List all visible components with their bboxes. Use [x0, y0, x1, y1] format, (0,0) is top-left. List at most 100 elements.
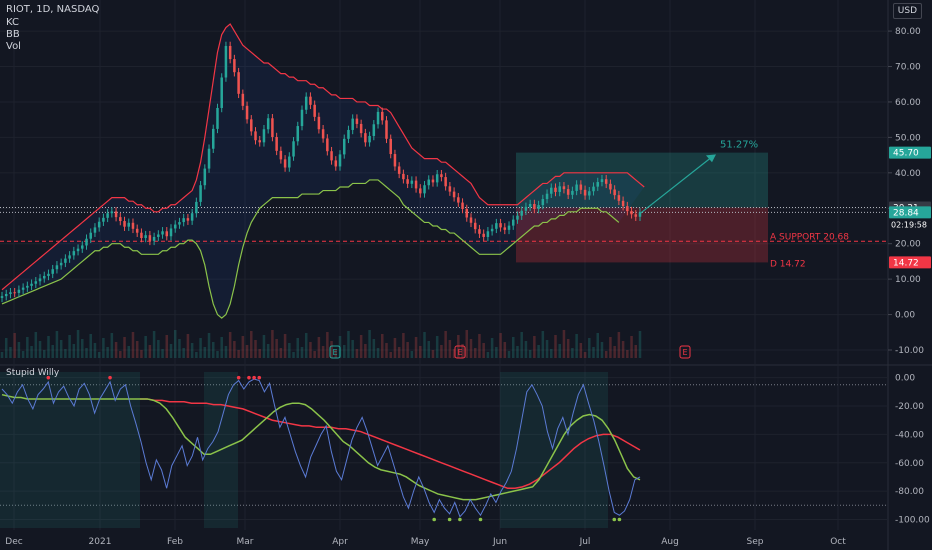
- volume-bar: [178, 339, 181, 358]
- price-tick-label: 10.00: [895, 275, 921, 285]
- volume-bar: [533, 336, 536, 358]
- oversold-dot: [617, 517, 622, 522]
- candle-body: [461, 202, 464, 209]
- candle-body: [490, 228, 494, 232]
- volume-bar: [127, 346, 131, 358]
- candle-body: [283, 159, 287, 168]
- candle-body: [173, 224, 177, 229]
- volume-bar: [461, 344, 464, 358]
- price-tick-label: -10.00: [895, 346, 924, 356]
- volume-bar: [579, 343, 583, 358]
- volume-bar: [195, 352, 198, 358]
- currency-button[interactable]: USD: [892, 3, 922, 19]
- candle-body: [338, 154, 342, 167]
- volume-bar: [59, 340, 63, 358]
- candle-body: [575, 184, 578, 191]
- osc-red-line: [140, 398, 641, 490]
- candle-body: [216, 107, 219, 129]
- volume-bar: [440, 345, 443, 358]
- candle-body: [554, 187, 557, 192]
- band-fill: [2, 24, 645, 319]
- volume-bar: [292, 352, 295, 358]
- volume-bar: [596, 333, 600, 358]
- candle-body: [359, 123, 363, 134]
- volume-bar: [173, 330, 177, 358]
- volume-bar: [123, 337, 126, 358]
- price-axis-badge-label: 14.72: [893, 258, 919, 268]
- candle-body: [317, 116, 321, 130]
- volume-bar: [34, 332, 38, 358]
- candle-body: [457, 197, 460, 203]
- candle-body: [406, 179, 409, 184]
- volume-bar: [317, 337, 321, 358]
- volume-bar: [562, 330, 566, 358]
- candle-body: [254, 131, 257, 141]
- candle-body: [275, 137, 278, 151]
- volume-bar: [592, 347, 595, 358]
- candle-body: [397, 166, 401, 174]
- candle-body: [342, 138, 346, 155]
- volume-bar: [169, 344, 173, 358]
- candle-body: [127, 222, 131, 227]
- overbought-dot: [46, 375, 51, 380]
- candle-body: [330, 151, 333, 161]
- osc-tick-label: -60.00: [895, 459, 924, 469]
- volume-bar: [402, 333, 405, 358]
- volume-bar: [351, 340, 354, 358]
- candle-body: [30, 283, 33, 286]
- volume-bar: [490, 338, 494, 358]
- candle-body: [427, 179, 431, 186]
- candle-body: [503, 227, 507, 230]
- volume-bar: [220, 337, 223, 358]
- candle-body: [68, 255, 71, 259]
- candle-body: [473, 222, 477, 230]
- candle-body: [42, 275, 46, 279]
- candle-body: [140, 232, 143, 239]
- volume-bar: [207, 333, 211, 358]
- oscillator-title: Stupid Willy: [6, 368, 60, 378]
- volume-bar: [55, 331, 59, 358]
- volume-bar: [499, 333, 502, 358]
- volume-bar: [144, 336, 147, 358]
- volume-bar: [135, 341, 139, 358]
- volume-bar: [448, 340, 452, 358]
- candle-body: [271, 118, 274, 138]
- candle-body: [102, 217, 105, 222]
- candle-body: [600, 179, 604, 183]
- earnings-marker-label: E: [457, 348, 462, 357]
- time-tick-label: Mar: [237, 537, 254, 547]
- volume-bar: [524, 341, 528, 358]
- volume-bar: [296, 338, 300, 358]
- volume-group: [0, 330, 642, 358]
- time-tick-label: Dec: [5, 537, 22, 547]
- volume-bar: [245, 345, 249, 358]
- candle-body: [190, 213, 194, 221]
- candle-body: [38, 278, 42, 282]
- time-tick-label: Feb: [167, 537, 183, 547]
- volume-bar: [21, 351, 25, 358]
- projection-arrowhead: [706, 154, 716, 163]
- osc-tick-label: -80.00: [895, 487, 924, 497]
- candle-body: [604, 179, 608, 184]
- candle-body: [123, 221, 126, 227]
- candle-body: [364, 133, 367, 143]
- volume-bar: [355, 349, 359, 358]
- candle-body: [621, 200, 625, 207]
- volume-bar: [507, 351, 511, 358]
- upper-band-line: [1, 23, 645, 291]
- volume-bar: [304, 333, 308, 358]
- candle-body: [558, 186, 561, 192]
- candle-body: [296, 126, 300, 142]
- candle-body: [182, 218, 185, 223]
- candle-body: [199, 185, 202, 202]
- lower-band-line: [1, 179, 620, 319]
- volume-bar: [262, 335, 266, 358]
- overbought-dot: [252, 375, 256, 380]
- volume-bar: [634, 345, 638, 358]
- candle-body: [157, 234, 160, 237]
- volume-bar: [233, 341, 236, 358]
- candle-body: [131, 222, 135, 229]
- candle-body: [250, 119, 253, 132]
- candle-body: [186, 218, 190, 221]
